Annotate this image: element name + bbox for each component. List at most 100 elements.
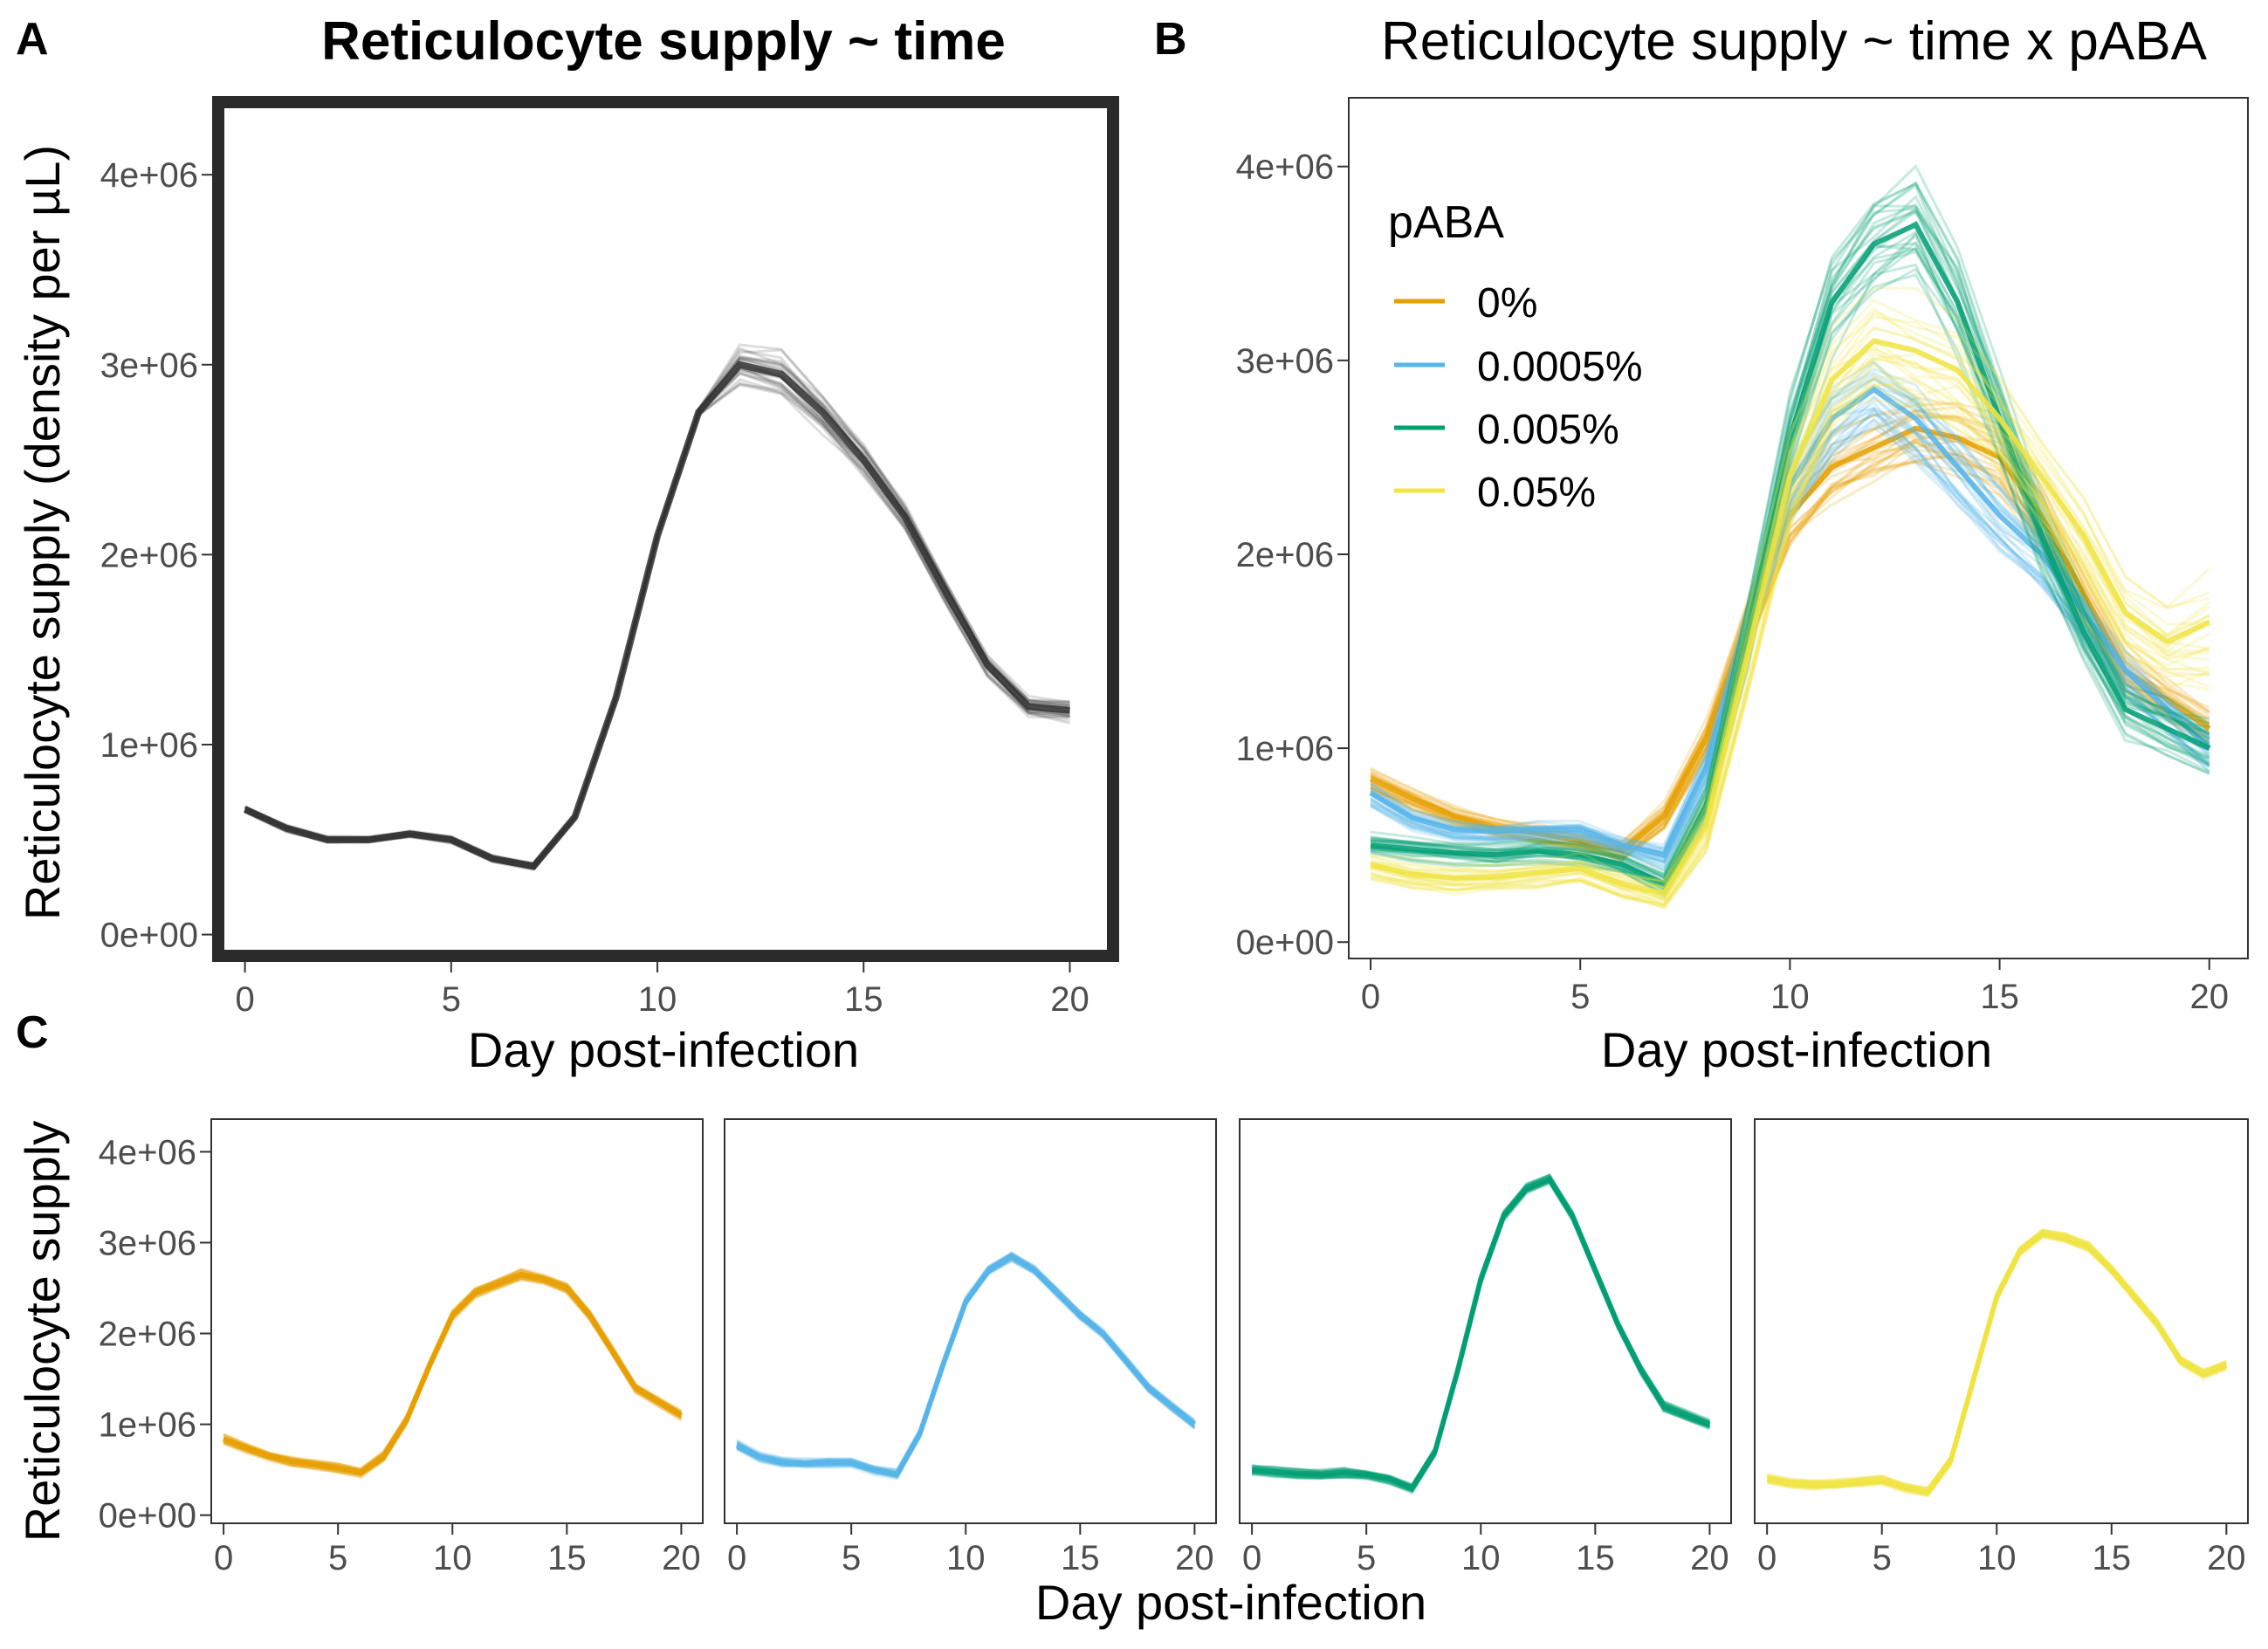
- x-tick-label: 10: [946, 1539, 986, 1577]
- series-line-0005: [1370, 267, 2210, 899]
- series-line-0: [1370, 441, 2210, 860]
- panel-border: [1348, 97, 2249, 959]
- series-mean-line: [243, 361, 1070, 870]
- series-line-0005: [1370, 181, 2210, 878]
- x-tick-label: 10: [638, 980, 677, 1019]
- series-line-0: [1370, 415, 2210, 849]
- series-line-005: [1370, 361, 2210, 907]
- series-line-00005: [1370, 413, 2210, 864]
- panel-border: [212, 96, 1119, 962]
- y-tick-label: 3e+06: [99, 1224, 196, 1262]
- panel-c-ylabel: Reticulocyte supply: [15, 1121, 70, 1542]
- legend-label-3: 0.05%: [1477, 470, 1596, 516]
- y-tick-label: 0e+00: [99, 1497, 196, 1536]
- series-mean-line: [735, 1253, 1197, 1478]
- series-line-0005: [1370, 245, 2210, 890]
- x-tick-label: 20: [2190, 978, 2230, 1016]
- series-line-00005: [1370, 376, 2210, 854]
- series-line-0005: [1370, 182, 2210, 876]
- series-line-005: [1370, 398, 2210, 906]
- x-tick-label: 10: [433, 1539, 472, 1577]
- series-line-00005: [1370, 401, 2210, 861]
- x-tick-label: 0: [1242, 1539, 1261, 1577]
- x-tick-label: 0: [235, 980, 254, 1019]
- y-tick-label: 4e+06: [99, 1133, 196, 1171]
- y-tick-label: 0e+00: [1236, 924, 1334, 962]
- panel-1: 0 5 10 15 20 0e+00 1e+06 2e+06 3e+06 4e+06: [1236, 97, 2249, 1016]
- series-mean-line: [1251, 1175, 1711, 1492]
- panel-5: 0 5 10 15 20: [1754, 1118, 2249, 1577]
- panel-a-title: Reticulocyte supply ~ time: [321, 11, 1006, 72]
- panel-border: [1239, 1118, 1732, 1524]
- series-line-005: [1370, 374, 2210, 909]
- y-tick-label: 2e+06: [100, 536, 198, 574]
- series-line-00005: [1370, 426, 2210, 863]
- panel-b-xlabel: Day post-infection: [1601, 1022, 1992, 1077]
- series-line-005: [1370, 326, 2210, 890]
- series-line-005: [1370, 376, 2210, 910]
- legend: pABA 0% 0.0005% 0.005% 0.05%: [1388, 197, 1643, 516]
- x-tick-label: 0: [214, 1539, 233, 1577]
- series-line-005: [1370, 312, 2210, 890]
- x-tick-label: 5: [1570, 978, 1590, 1016]
- series-line-0: [1370, 439, 2210, 855]
- series-line-0005: [1370, 231, 2210, 889]
- panel-a-ylabel: Reticulocyte supply (density per µL): [15, 145, 70, 920]
- series-line-0: [1370, 406, 2210, 842]
- series-line-0005: [1370, 164, 2210, 876]
- series-line-0005: [1370, 210, 2210, 880]
- series-line-00005: [1370, 412, 2210, 872]
- panel-letter-a: A: [16, 14, 49, 65]
- y-tick-label: 2e+06: [1236, 536, 1334, 574]
- panel-2: 0 5 10 15 20 0e+00 1e+06 2e+06 3e+06 4e+06: [99, 1118, 704, 1577]
- x-tick-label: 15: [1980, 978, 2019, 1016]
- panel-a-xlabel: Day post-infection: [468, 1022, 859, 1077]
- x-tick-label: 10: [1461, 1539, 1501, 1577]
- series-line-00005: [1370, 396, 2210, 863]
- y-tick-label: 3e+06: [1236, 342, 1334, 381]
- panel-b-title: Reticulocyte supply ~ time x pABA: [1381, 11, 2208, 72]
- series-mean-line: [222, 1271, 683, 1475]
- panel-letter-b: B: [1154, 14, 1187, 65]
- legend-title: pABA: [1388, 197, 1504, 248]
- plots: 0 5 10 15 20 0e+00 1e+06 2e+06 3e+06 4e+06 0 5 10 15 2…: [99, 96, 2249, 1577]
- series-line-00005: [1370, 368, 2210, 849]
- legend-label-1: 0.0005%: [1477, 344, 1643, 390]
- panel-3: 0 5 10 15 20: [724, 1118, 1217, 1577]
- x-tick-label: 10: [1977, 1539, 2017, 1577]
- x-tick-label: 5: [1873, 1539, 1892, 1577]
- series-line-0005: [1370, 194, 2210, 877]
- series-line-005: [1370, 306, 2210, 890]
- panel-0: 0 5 10 15 20 0e+00 1e+06 2e+06 3e+06 4e+06: [100, 96, 1119, 1019]
- series-line-0: [1370, 437, 2210, 856]
- series-line-0005: [1370, 204, 2210, 880]
- series-line-0005: [1370, 183, 2210, 880]
- series-line-0: [223, 1268, 683, 1470]
- x-tick-label: 15: [2093, 1539, 2132, 1577]
- series-line-00005: [1370, 417, 2210, 869]
- series-line-00005: [1370, 418, 2210, 866]
- panel-letter-c: C: [16, 1007, 49, 1058]
- series-line-00005: [1370, 423, 2210, 863]
- series-line-0: [1370, 409, 2210, 847]
- x-tick-label: 20: [2207, 1539, 2246, 1577]
- series-line-00005: [1370, 407, 2210, 865]
- x-tick-label: 5: [442, 980, 461, 1019]
- legend-label-0: 0%: [1477, 280, 1537, 326]
- series-line-005: [1370, 362, 2210, 902]
- x-tick-label: 10: [1770, 978, 1810, 1016]
- series-line-005: [1370, 375, 2210, 907]
- y-tick-label: 1e+06: [100, 726, 198, 765]
- y-tick-label: 0e+00: [100, 917, 198, 955]
- series-line-0005: [1370, 273, 2210, 895]
- panel-border: [724, 1118, 1217, 1524]
- x-tick-label: 0: [1757, 1539, 1777, 1577]
- panel-border: [1754, 1118, 2249, 1524]
- series-line-0005: [1370, 209, 2210, 880]
- series-line-00005: [1370, 405, 2210, 860]
- x-tick-label: 0: [727, 1539, 746, 1577]
- series-line-005: [1370, 299, 2210, 883]
- y-tick-label: 4e+06: [100, 156, 198, 195]
- series-mean-line: [1766, 1230, 2228, 1496]
